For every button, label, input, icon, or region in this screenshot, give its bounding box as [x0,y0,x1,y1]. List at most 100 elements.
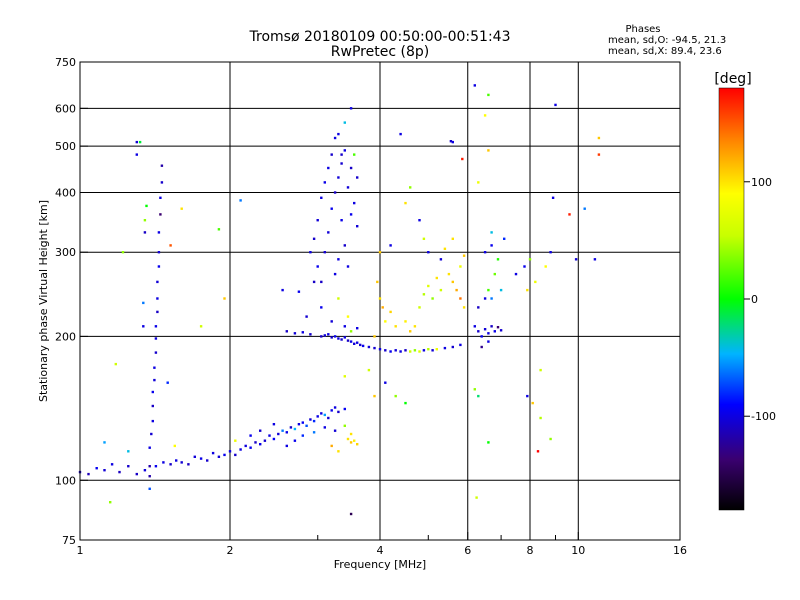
data-point [333,272,337,276]
data-point [346,437,350,441]
data-point [427,348,430,351]
data-point [473,388,476,391]
data-point [330,336,333,339]
x-tick-label: 10 [571,544,585,557]
data-point [239,448,242,451]
data-point [293,332,297,335]
data-point [301,331,304,334]
data-point [455,288,458,292]
data-point [281,288,284,292]
data-point [327,231,330,234]
data-point [157,251,161,254]
data-point [330,409,333,412]
data-point [422,349,426,352]
data-point [323,426,326,429]
data-point [309,418,312,421]
data-point [143,469,147,472]
data-point [239,199,242,202]
data-point [330,444,333,448]
data-point [159,196,162,199]
data-point [154,325,158,328]
data-point [148,446,151,449]
data-point [490,244,493,247]
data-point [323,413,326,417]
data-point [473,84,476,87]
data-point [289,426,293,429]
data-point [389,310,392,314]
data-point [483,297,487,300]
y-axis-ticks: 75 100 200 300 400 500 600 750 [55,56,88,547]
data-point [496,258,500,261]
data-point [297,290,301,293]
data-point [413,325,417,328]
data-point [297,423,301,426]
data-point [199,457,203,460]
y-axis-label: Stationary phase Virtual Height [km] [37,200,50,402]
data-point [135,153,138,156]
data-point [349,512,353,516]
data-point [597,153,601,156]
data-point [462,254,466,257]
data-point [477,330,480,333]
data-point [337,450,340,453]
data-point [330,207,333,210]
data-point [312,431,316,434]
data-point [389,244,392,247]
data-point [160,181,164,184]
colorbar [718,87,745,511]
data-point [439,258,443,261]
data-point [323,251,326,254]
data-point [337,410,340,414]
data-point [330,320,333,323]
data-point [443,346,447,350]
data-point [431,349,434,352]
data-point [528,258,532,261]
data-point [480,335,483,338]
data-point [384,381,387,384]
phases-o-stats: mean, sd,O: -94.5, 21.3 [608,35,726,46]
data-point [109,501,112,504]
data-point [373,335,376,338]
data-points [78,84,601,516]
data-point [409,350,412,353]
data-point [121,251,125,254]
data-point [487,340,490,343]
data-point [343,375,346,378]
data-point [349,340,353,343]
colorbar-ticks: 100 0 -100 [744,176,776,423]
data-point [333,429,337,432]
data-point [356,443,359,446]
phases-x-stats: mean, sd,X: 89.4, 23.6 [608,46,722,57]
data-point [483,328,487,331]
data-point [330,153,333,156]
data-point [459,297,462,300]
data-point [320,280,323,284]
data-point [154,351,158,354]
data-point [301,434,304,437]
data-point [228,450,232,453]
data-point [356,176,359,179]
data-point [490,325,493,328]
data-point [312,419,316,423]
data-point [443,247,447,250]
data-point [312,280,316,284]
data-point [327,166,330,170]
data-point [244,444,247,448]
data-point [399,132,402,136]
y-tick-label: 400 [55,186,76,199]
data-point [378,297,382,300]
data-point [359,343,362,347]
data-point [353,201,356,205]
data-point [349,330,353,333]
data-point [285,431,288,434]
data-point [551,196,555,199]
data-point [435,348,438,351]
data-point [439,288,443,292]
data-point [323,334,326,337]
data-point [234,439,237,442]
data-point [523,265,526,268]
data-point [162,461,165,464]
data-point [451,237,454,240]
data-point [503,237,506,240]
